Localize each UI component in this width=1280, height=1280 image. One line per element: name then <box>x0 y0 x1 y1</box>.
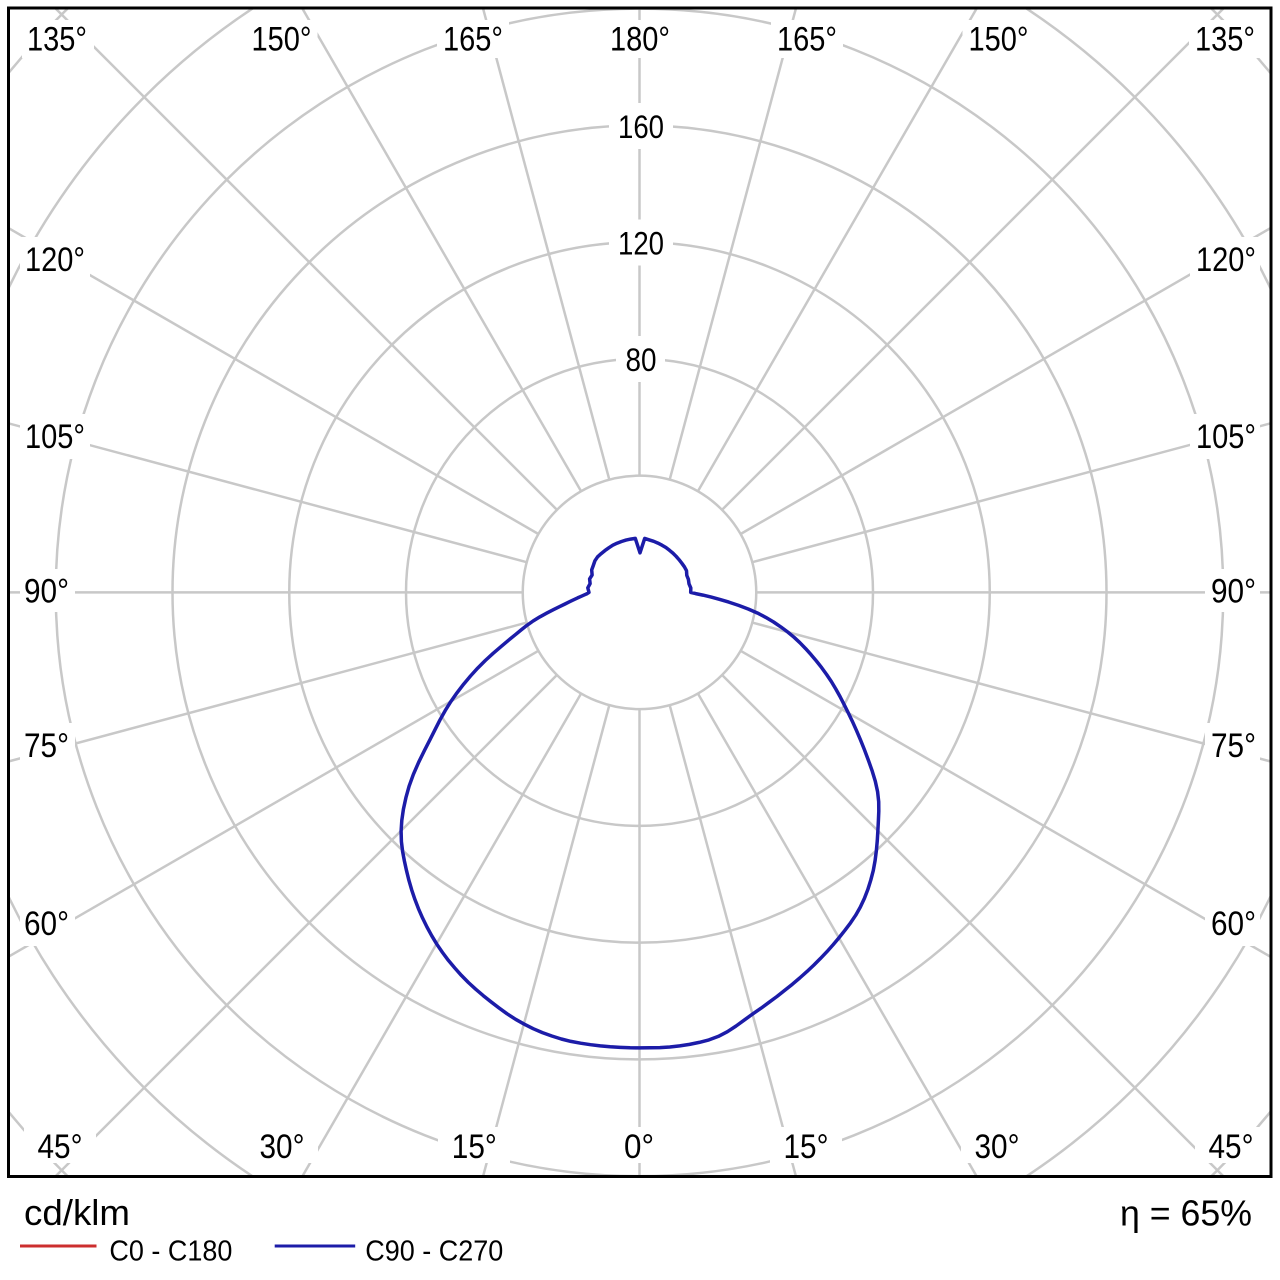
svg-text:180°: 180° <box>610 21 670 59</box>
svg-text:80: 80 <box>626 342 657 378</box>
svg-text:165°: 165° <box>443 21 503 59</box>
svg-text:150°: 150° <box>252 21 312 59</box>
svg-text:165°: 165° <box>777 21 837 59</box>
svg-text:160: 160 <box>618 109 664 145</box>
svg-text:120: 120 <box>618 226 664 262</box>
svg-text:60°: 60° <box>1211 905 1256 943</box>
svg-text:75°: 75° <box>1211 727 1256 765</box>
svg-text:0°: 0° <box>624 1128 654 1166</box>
svg-text:120°: 120° <box>1196 241 1256 279</box>
svg-text:15°: 15° <box>452 1128 497 1166</box>
svg-text:η = 65%: η = 65% <box>1120 1193 1252 1234</box>
svg-text:135°: 135° <box>1195 21 1255 59</box>
svg-text:75°: 75° <box>24 727 69 765</box>
svg-text:150°: 150° <box>969 21 1029 59</box>
svg-text:105°: 105° <box>1196 418 1256 456</box>
svg-text:120°: 120° <box>25 241 85 279</box>
svg-text:30°: 30° <box>975 1128 1020 1166</box>
svg-text:C90 - C270: C90 - C270 <box>365 1236 503 1268</box>
svg-text:105°: 105° <box>25 418 85 456</box>
svg-text:C0 - C180: C0 - C180 <box>109 1236 232 1268</box>
svg-text:45°: 45° <box>1209 1128 1254 1166</box>
svg-text:135°: 135° <box>27 21 87 59</box>
svg-text:30°: 30° <box>260 1128 305 1166</box>
svg-text:45°: 45° <box>38 1128 83 1166</box>
svg-text:cd/klm: cd/klm <box>24 1192 130 1233</box>
svg-text:60°: 60° <box>24 905 69 943</box>
svg-text:90°: 90° <box>24 573 69 611</box>
svg-text:15°: 15° <box>784 1128 829 1166</box>
svg-text:90°: 90° <box>1211 573 1256 611</box>
